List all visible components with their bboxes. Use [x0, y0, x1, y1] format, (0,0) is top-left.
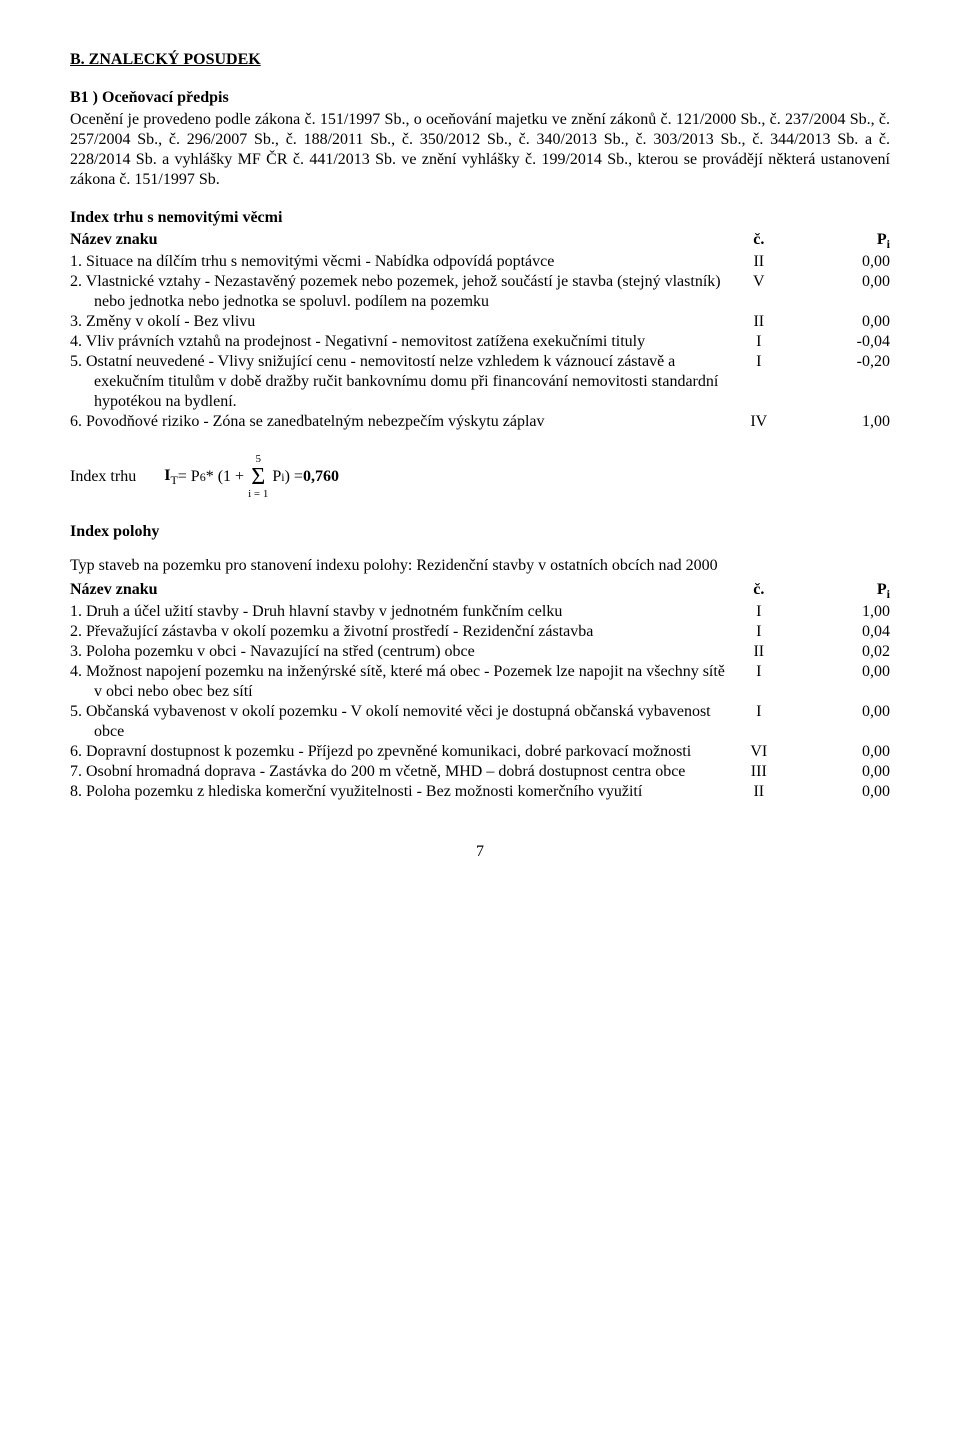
hdr-c: č.: [726, 230, 792, 252]
row-text: 3. Poloha pozemku v obci - Navazující na…: [70, 642, 726, 662]
row-text: 6. Dopravní dostupnost k pozemku - Příje…: [70, 742, 726, 762]
hdr-name: Název znaku: [70, 580, 726, 602]
row-val: 1,00: [792, 412, 890, 432]
row-num: V: [726, 272, 792, 312]
row-val: 0,00: [792, 252, 890, 272]
row-num: VI: [726, 742, 792, 762]
row-num: I: [726, 352, 792, 412]
row-text: 1. Druh a účel užití stavby - Druh hlavn…: [70, 602, 726, 622]
row-text: 2. Vlastnické vztahy - Nezastavěný pozem…: [70, 272, 726, 312]
table-header-row: Název znaku č. Pi: [70, 580, 890, 602]
row-val: 0,00: [792, 272, 890, 312]
row-val: -0,04: [792, 332, 890, 352]
row-val: 0,00: [792, 662, 890, 702]
row-val: 0,00: [792, 742, 890, 762]
row-text: 8. Poloha pozemku z hlediska komerční vy…: [70, 782, 726, 802]
row-num: I: [726, 622, 792, 642]
hdr-p: Pi: [792, 580, 890, 602]
table-row: 6. Povodňové riziko - Zóna se zanedbatel…: [70, 412, 890, 432]
table-index-polohy: Název znaku č. Pi 1. Druh a účel užití s…: [70, 580, 890, 802]
row-text: 4. Vliv právních vztahů na prodejnost - …: [70, 332, 726, 352]
row-val: 0,00: [792, 312, 890, 332]
heading-index-polohy: Index polohy: [70, 522, 890, 542]
table-row: 1. Druh a účel užití stavby - Druh hlavn…: [70, 602, 890, 622]
table-row: 4. Možnost napojení pozemku na inženýrsk…: [70, 662, 890, 702]
row-num: I: [726, 702, 792, 742]
formula-index-trhu: Index trhu IT = P6 * (1 + 5 Σ i = 1 Pi )…: [70, 454, 890, 500]
hdr-p: Pi: [792, 230, 890, 252]
row-val: 0,00: [792, 782, 890, 802]
row-num: I: [726, 332, 792, 352]
page-number: 7: [70, 842, 890, 862]
hdr-name: Název znaku: [70, 230, 726, 252]
table-row: 2. Převažující zástavba v okolí pozemku …: [70, 622, 890, 642]
row-text: 6. Povodňové riziko - Zóna se zanedbatel…: [70, 412, 726, 432]
table-row: 5. Ostatní neuvedené - Vlivy snižující c…: [70, 352, 890, 412]
row-text: 5. Ostatní neuvedené - Vlivy snižující c…: [70, 352, 726, 412]
table-row: 3. Poloha pozemku v obci - Navazující na…: [70, 642, 890, 662]
row-num: III: [726, 762, 792, 782]
row-val: 0,04: [792, 622, 890, 642]
row-num: II: [726, 252, 792, 272]
row-num: II: [726, 312, 792, 332]
row-text: 1. Situace na dílčím trhu s nemovitými v…: [70, 252, 726, 272]
row-val: 1,00: [792, 602, 890, 622]
row-num: II: [726, 782, 792, 802]
row-text: 7. Osobní hromadná doprava - Zastávka do…: [70, 762, 726, 782]
table-index-trhu: Název znaku č. Pi 1. Situace na dílčím t…: [70, 230, 890, 432]
table-header-row: Název znaku č. Pi: [70, 230, 890, 252]
table-row: 5. Občanská vybavenost v okolí pozemku -…: [70, 702, 890, 742]
row-val: 0,00: [792, 702, 890, 742]
row-text: 4. Možnost napojení pozemku na inženýrsk…: [70, 662, 726, 702]
formula-label: Index trhu: [70, 467, 136, 487]
heading-index-trhu: Index trhu s nemovitými věcmi: [70, 208, 890, 228]
table-row: 3. Změny v okolí - Bez vlivuII0,00: [70, 312, 890, 332]
row-val: 0,00: [792, 762, 890, 782]
table-row: 4. Vliv právních vztahů na prodejnost - …: [70, 332, 890, 352]
table-row: 2. Vlastnické vztahy - Nezastavěný pozem…: [70, 272, 890, 312]
row-text: 5. Občanská vybavenost v okolí pozemku -…: [70, 702, 726, 742]
typ-staveb: Typ staveb na pozemku pro stanovení inde…: [70, 556, 890, 576]
table-row: 1. Situace na dílčím trhu s nemovitými v…: [70, 252, 890, 272]
hdr-c: č.: [726, 580, 792, 602]
row-val: -0,20: [792, 352, 890, 412]
section-title: B. ZNALECKÝ POSUDEK: [70, 50, 890, 70]
intro-paragraph: Ocenění je provedeno podle zákona č. 151…: [70, 110, 890, 190]
row-text: 2. Převažující zástavba v okolí pozemku …: [70, 622, 726, 642]
row-text: 3. Změny v okolí - Bez vlivu: [70, 312, 726, 332]
formula-math: IT = P6 * (1 + 5 Σ i = 1 Pi ) = 0,760: [164, 454, 339, 500]
sub-title: B1 ) Oceňovací předpis: [70, 88, 890, 108]
row-num: II: [726, 642, 792, 662]
table-row: 8. Poloha pozemku z hlediska komerční vy…: [70, 782, 890, 802]
row-num: I: [726, 662, 792, 702]
row-num: IV: [726, 412, 792, 432]
row-num: I: [726, 602, 792, 622]
table-row: 6. Dopravní dostupnost k pozemku - Příje…: [70, 742, 890, 762]
table-row: 7. Osobní hromadná doprava - Zastávka do…: [70, 762, 890, 782]
row-val: 0,02: [792, 642, 890, 662]
